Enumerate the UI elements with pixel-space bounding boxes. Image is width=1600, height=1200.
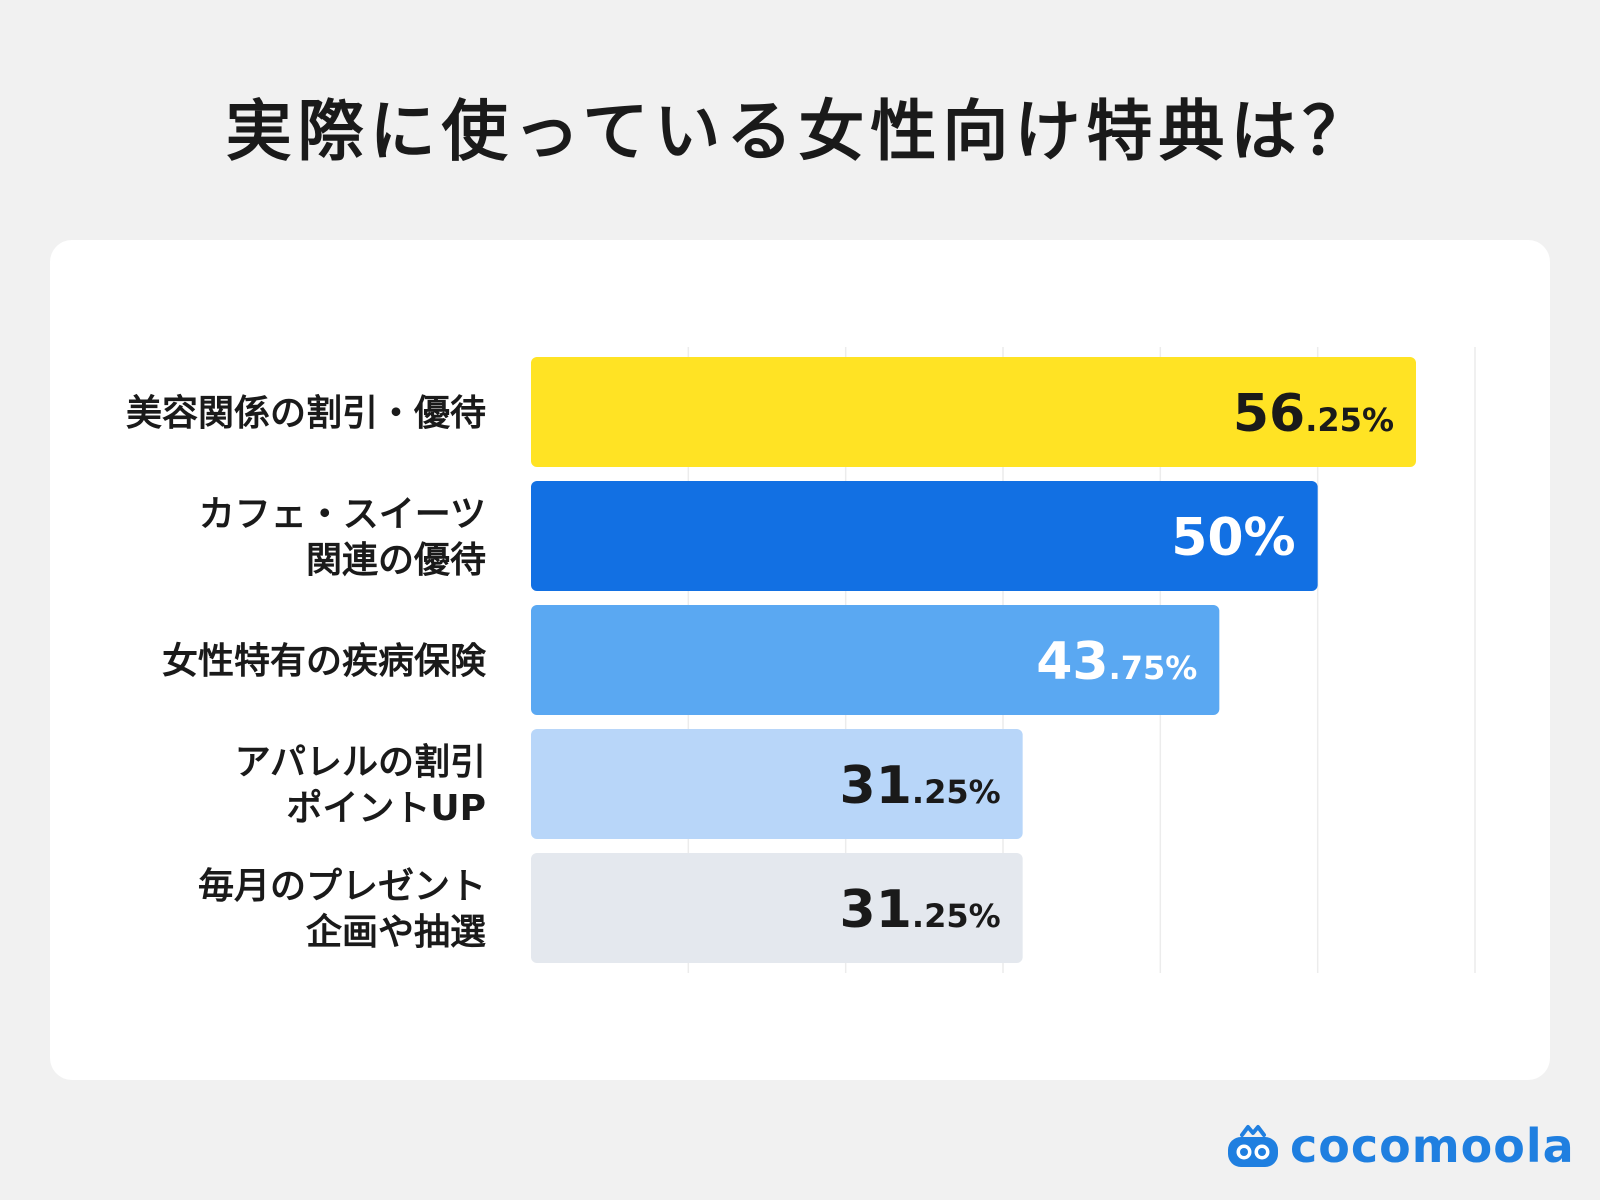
bar [531,605,1220,715]
value-label: 50% [1171,508,1295,568]
bar [531,853,1023,963]
cocomoola-logo-icon [1228,1125,1278,1167]
chart-card: 美容関係の割引・優待 56.25% カフェ・スイーツ関連の優待 50% 女性特有の疾病保… [50,240,1550,1080]
value-label: 31.25% [840,756,1001,816]
logo-text: cocomoola [1290,1119,1575,1173]
category-label: 女性特有の疾病保険 [162,641,487,682]
category-label: 企画や抽選 [306,911,486,953]
bar [531,481,1318,591]
category-label: 美容関係の割引・優待 [126,393,486,434]
page-title: 実際に使っている女性向け特典は？ [225,93,1375,170]
bar [531,729,1023,839]
brand-logo: cocomoola [1226,1118,1575,1174]
value-label: 31.25% [840,880,1001,940]
bar [531,357,1416,467]
category-label: アパレルの割引 [235,742,486,783]
value-label: 56.25% [1233,384,1394,444]
value-label: 43.75% [1036,632,1197,692]
category-label: カフェ・スイーツ [199,494,486,535]
category-label: ポイントUP [286,787,486,829]
category-label: 関連の優待 [306,540,486,581]
category-label: 毎月のプレゼント [198,866,486,907]
